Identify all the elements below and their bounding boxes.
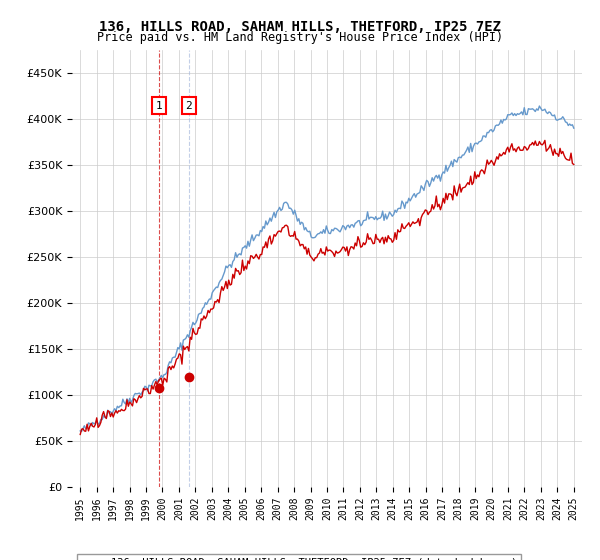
Text: 2: 2 — [185, 101, 193, 110]
Text: 136, HILLS ROAD, SAHAM HILLS, THETFORD, IP25 7EZ: 136, HILLS ROAD, SAHAM HILLS, THETFORD, … — [99, 20, 501, 34]
Legend: 136, HILLS ROAD, SAHAM HILLS, THETFORD, IP25 7EZ (detached house), HPI: Average : 136, HILLS ROAD, SAHAM HILLS, THETFORD, … — [77, 554, 521, 560]
Text: 1: 1 — [155, 101, 163, 110]
Text: Price paid vs. HM Land Registry's House Price Index (HPI): Price paid vs. HM Land Registry's House … — [97, 31, 503, 44]
